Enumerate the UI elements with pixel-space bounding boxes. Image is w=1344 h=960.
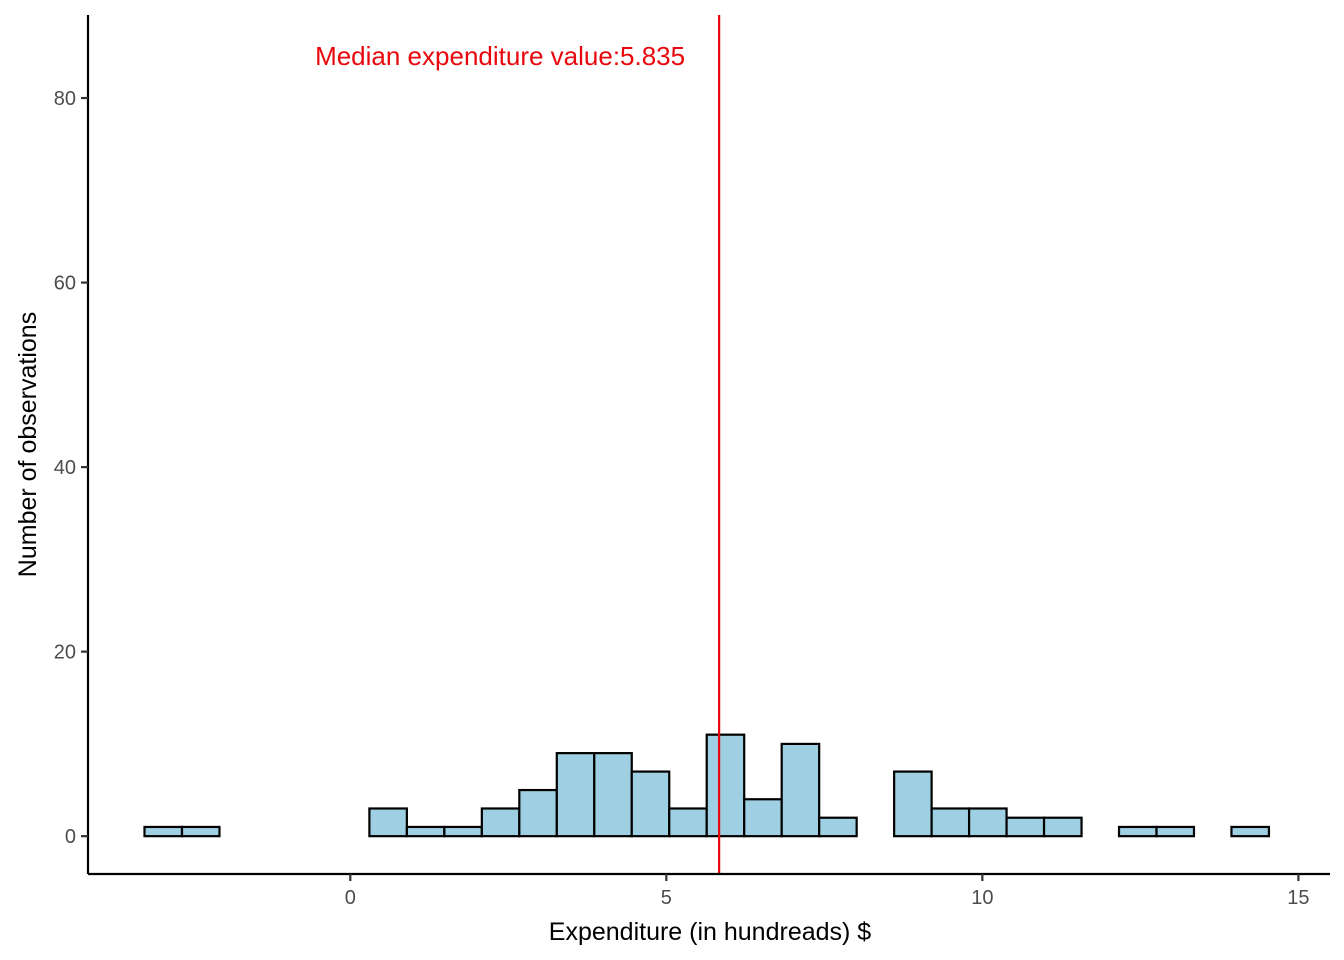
histogram-bar: [930, 807, 971, 838]
histogram-bar: [555, 752, 596, 838]
histogram-bar: [480, 807, 521, 838]
histogram-bar: [1230, 825, 1271, 838]
histogram-bar: [143, 825, 184, 838]
y-tick-label: 0: [65, 826, 76, 848]
histogram-bar: [780, 742, 821, 838]
y-tick-label: 60: [54, 273, 76, 295]
histogram-bar: [1042, 816, 1083, 838]
histogram-bar: [180, 825, 221, 838]
y-axis-ticks: 0 20 40 60 80: [54, 88, 88, 848]
x-axis-ticks: 0 5 10 15: [345, 874, 1310, 909]
y-tick-label: 40: [54, 457, 76, 479]
histogram-bar: [368, 807, 408, 838]
histogram-bar: [405, 825, 446, 838]
histogram-bar: [705, 733, 746, 838]
histogram-bar: [1117, 825, 1158, 838]
x-tick-label: 10: [971, 887, 993, 909]
x-tick-label: 15: [1287, 887, 1309, 909]
histogram-bar: [630, 770, 671, 838]
histogram-bar: [743, 798, 783, 838]
histogram-bar: [1005, 816, 1046, 838]
y-tick-label: 20: [54, 642, 76, 664]
histogram-bar: [893, 770, 933, 838]
histogram-bar: [593, 752, 633, 838]
histogram-bar: [818, 816, 858, 838]
median-annotation: Median expenditure value:5.835: [315, 41, 685, 71]
histogram-bars: [143, 733, 1271, 838]
x-tick-label: 0: [345, 887, 356, 909]
x-tick-label: 5: [661, 887, 672, 909]
x-axis-title: Expenditure (in hundreads) $: [549, 918, 872, 946]
histogram-bar: [443, 825, 483, 838]
histogram-bar: [967, 807, 1008, 838]
y-tick-label: 80: [54, 88, 76, 110]
y-axis-title: Number of observations: [14, 312, 42, 577]
histogram-bar: [1155, 825, 1196, 838]
histogram-bar: [518, 788, 558, 838]
histogram-bar: [668, 807, 708, 838]
